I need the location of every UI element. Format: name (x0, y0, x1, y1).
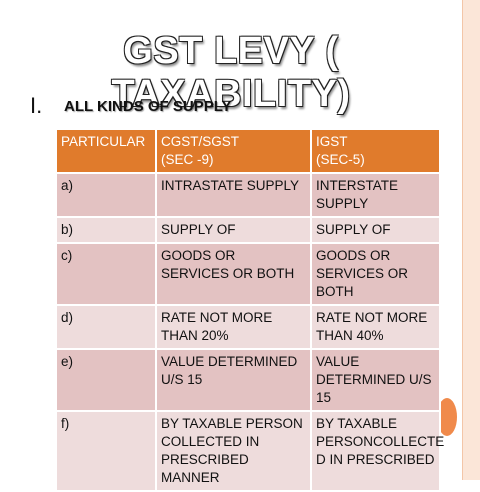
row-label: c) (55, 242, 157, 306)
decorative-circle (437, 398, 457, 436)
header-cgst-sgst-label: CGST/SGST (161, 134, 240, 149)
cgst-sgst-cell: INTRASTATE SUPPLY (155, 172, 312, 218)
cgst-sgst-cell: SUPPLY OF (155, 216, 312, 244)
header-igst-label: IGST (316, 134, 348, 149)
igst-cell: VALUE DETERMINED U/S 15 (310, 348, 441, 412)
table-row: c) GOODS OR SERVICES OR BOTH GOODS OR SE… (55, 242, 441, 306)
header-cgst-sgst-section: (SEC -9) (161, 152, 214, 167)
igst-cell: BY TAXABLE PERSONCOLLECTE D IN PRESCRIBE… (310, 410, 444, 492)
table-row: d) RATE NOT MORE THAN 20% RATE NOT MORE … (55, 304, 441, 350)
header-igst: IGST (SEC-5) (310, 128, 441, 174)
header-igst-section: (SEC-5) (316, 152, 365, 167)
cgst-sgst-cell: BY TAXABLE PERSON COLLECTED IN PRESCRIBE… (155, 410, 312, 492)
row-label: d) (55, 304, 157, 350)
table-row: e) VALUE DETERMINED U/S 15 VALUE DETERMI… (55, 348, 441, 412)
cgst-sgst-cell: GOODS OR SERVICES OR BOTH (155, 242, 312, 306)
header-particular-label: PARTICULAR (61, 134, 146, 149)
slide-side-band (462, 0, 480, 480)
taxability-table: PARTICULAR CGST/SGST (SEC -9) IGST (SEC-… (55, 128, 444, 492)
cgst-sgst-cell: VALUE DETERMINED U/S 15 (155, 348, 312, 412)
table-header-row: PARTICULAR CGST/SGST (SEC -9) IGST (SEC-… (55, 128, 441, 174)
table-row: b) SUPPLY OF SUPPLY OF (55, 216, 441, 244)
igst-cell: SUPPLY OF (310, 216, 441, 244)
row-label: e) (55, 348, 157, 412)
section-heading: ALL KINDS OF SUPPLY (64, 98, 232, 115)
igst-cell: RATE NOT MORE THAN 40% (310, 304, 441, 350)
table-row: f) BY TAXABLE PERSON COLLECTED IN PRESCR… (55, 410, 444, 492)
slide-side-rule (462, 0, 463, 480)
igst-cell: INTERSTATE SUPPLY (310, 172, 441, 218)
table-row: a) INTRASTATE SUPPLY INTERSTATE SUPPLY (55, 172, 441, 218)
row-label: b) (55, 216, 157, 244)
row-label: f) (55, 410, 157, 492)
header-cgst-sgst: CGST/SGST (SEC -9) (155, 128, 312, 174)
row-label: a) (55, 172, 157, 218)
header-particular: PARTICULAR (55, 128, 157, 174)
section-numeral: I. (30, 93, 43, 118)
slide-title: GST LEVY ( TAXABILITY) (111, 30, 351, 115)
igst-cell: GOODS OR SERVICES OR BOTH (310, 242, 441, 306)
cgst-sgst-cell: RATE NOT MORE THAN 20% (155, 304, 312, 350)
